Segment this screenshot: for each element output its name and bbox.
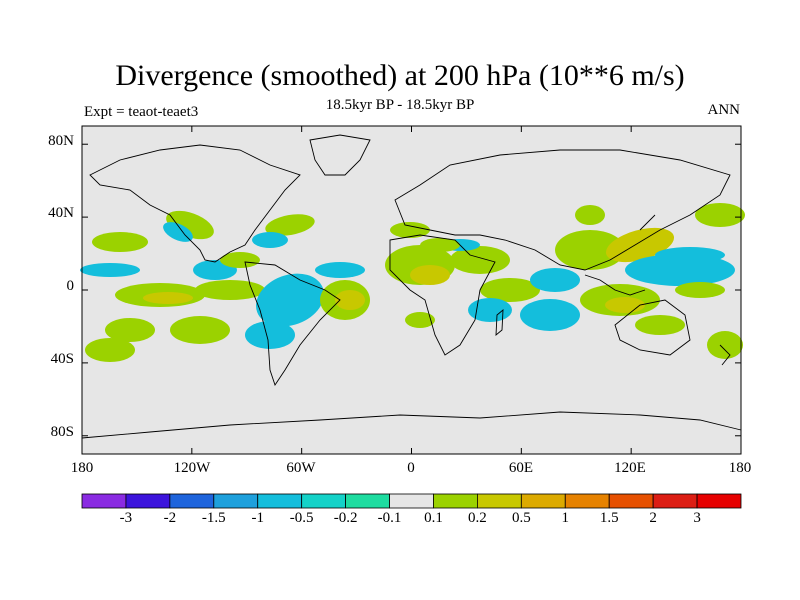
colorbar-box [213, 493, 259, 509]
coastline [495, 308, 504, 337]
x-tick-label-120e: 120E [614, 460, 646, 476]
experiment-label: Expt = teaot-teaet3 [84, 104, 199, 120]
anomaly-region [163, 222, 193, 242]
coastline [244, 261, 341, 387]
anomaly-region [675, 282, 725, 298]
coastline [389, 234, 496, 356]
anomaly-region [85, 338, 135, 362]
colorbar-label: 1 [561, 510, 570, 526]
colorbar-box [608, 493, 654, 509]
y-tick-label-80n: 80N [48, 133, 74, 149]
axis-ticks [81, 126, 742, 454]
colorbar-label: -3 [119, 510, 133, 526]
anomaly-region [707, 331, 743, 359]
anomaly-region [220, 252, 260, 268]
colorbar-box [81, 493, 127, 509]
anomaly-region [92, 232, 148, 252]
anomaly-region [252, 232, 288, 248]
coastline [81, 411, 742, 439]
y-tick-label-eq: 0 [66, 278, 75, 294]
anomaly-region [170, 316, 230, 344]
anomaly-region [315, 262, 365, 278]
coastline [614, 299, 691, 356]
coastline [89, 144, 301, 263]
coastline [639, 214, 656, 231]
divergence-anomaly-fields [80, 203, 745, 362]
anomaly-region [245, 321, 295, 349]
colorbar [81, 493, 742, 509]
coastline [719, 344, 731, 366]
x-tick-label-0: 0 [407, 460, 415, 476]
colorbar-box [564, 493, 610, 509]
colorbar-box [652, 493, 698, 509]
x-tick-label-180e: 180 [728, 460, 752, 476]
colorbar-label: 2 [649, 510, 657, 526]
coastline [394, 149, 731, 271]
colorbar-label: 0.5 [511, 510, 531, 526]
colorbar-label: -2 [163, 510, 177, 526]
x-tick-label-120w: 120W [173, 460, 211, 476]
anomaly-region [655, 247, 725, 263]
colorbar-box [257, 493, 303, 509]
colorbar-label: -1.5 [201, 510, 226, 526]
colorbar-box [520, 493, 566, 509]
colorbar-label: -0.2 [333, 510, 358, 526]
y-tick-label-40n: 40N [48, 205, 74, 221]
y-tick-label-40s: 40S [50, 351, 74, 367]
colorbar-box [125, 493, 171, 509]
anomaly-region [80, 263, 140, 277]
colorbar-box [301, 493, 346, 509]
colorbar-label: -0.1 [377, 510, 402, 526]
anomaly-region [635, 315, 685, 335]
anomaly-region [555, 230, 625, 270]
anomaly-region [420, 238, 460, 252]
anomaly-region [480, 278, 540, 302]
colorbar-label: -1 [251, 510, 264, 526]
colorbar-label: -0.5 [289, 510, 314, 526]
anomaly-region [625, 254, 735, 286]
colorbar-box [476, 493, 522, 509]
coastlines [81, 134, 742, 439]
anomaly-region [605, 297, 645, 313]
anomaly-region [695, 203, 745, 227]
colorbar-box [433, 493, 478, 509]
colorbar-label: 0.2 [468, 510, 487, 526]
anomaly-region [450, 246, 510, 274]
colorbar-box [169, 493, 215, 509]
map-subtitle: 18.5kyr BP - 18.5kyr BP [325, 97, 475, 113]
x-tick-label-60e: 60E [508, 460, 534, 476]
anomaly-region [575, 205, 605, 225]
anomaly-region [468, 298, 512, 322]
anomaly-region [390, 222, 430, 238]
anomaly-region [256, 273, 324, 327]
anomaly-region [405, 312, 435, 328]
anomaly-region [265, 214, 315, 236]
anomaly-region [105, 318, 155, 342]
anomaly-region [520, 299, 580, 331]
colorbar-label: 0.1 [424, 510, 443, 526]
anomaly-region [335, 290, 365, 310]
y-tick-label-80s: 80S [50, 424, 74, 440]
colorbar-box [389, 493, 434, 509]
anomaly-region [410, 265, 450, 285]
colorbar-label: 3 [693, 510, 701, 526]
anomaly-region [195, 280, 265, 300]
season-label: ANN [707, 102, 741, 118]
coastline [584, 274, 646, 296]
x-tick-label-60w: 60W [286, 460, 316, 476]
colorbar-box [696, 493, 742, 509]
anomaly-region [530, 268, 580, 292]
coastline [309, 134, 371, 176]
anomaly-region [143, 292, 193, 304]
map-title: Divergence (smoothed) at 200 hPa (10**6 … [115, 59, 685, 92]
colorbar-label: 1.5 [599, 510, 619, 526]
x-tick-label-180w: 180 [70, 460, 94, 476]
colorbar-box [345, 493, 390, 509]
